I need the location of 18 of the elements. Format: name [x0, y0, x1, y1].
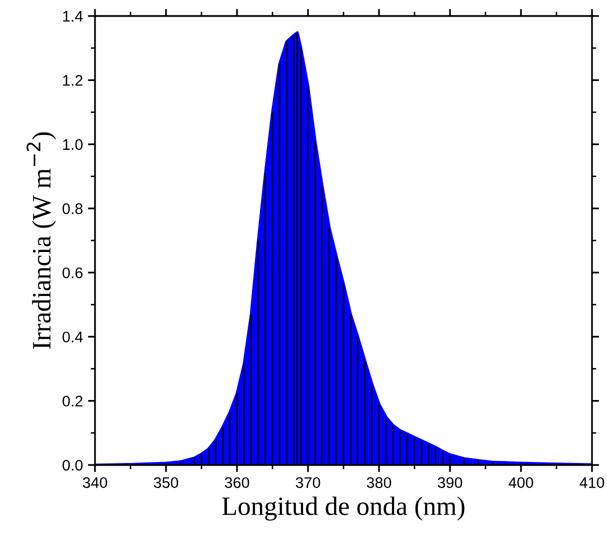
x-tick-label: 390	[438, 477, 462, 488]
y-tick-label: 0.2	[62, 396, 82, 407]
x-axis-title: Longitud de onda (nm)	[222, 496, 464, 521]
y-tick-label: 0.0	[62, 460, 83, 471]
x-tick-label: 370	[296, 477, 320, 488]
x-tick-label: 360	[224, 477, 250, 488]
y-tick-label: 1.0	[63, 139, 83, 150]
y-tick-label: 0.8	[62, 203, 83, 214]
y-tick-label: 1.4	[63, 11, 83, 22]
x-tick-label: 340	[82, 477, 108, 488]
y-tick-label: 1.2	[63, 75, 82, 86]
x-tick-label: 400	[508, 477, 534, 488]
y-tick-label: 0.6	[62, 267, 83, 278]
x-tick-label: 350	[154, 477, 178, 488]
y-axis-title: Irradiancia (W m$^{−2}$)	[26, 132, 56, 349]
x-tick-label: 380	[366, 477, 392, 488]
y-tick-label: 0.4	[62, 332, 83, 342]
x-tick-label: 410	[580, 477, 604, 488]
